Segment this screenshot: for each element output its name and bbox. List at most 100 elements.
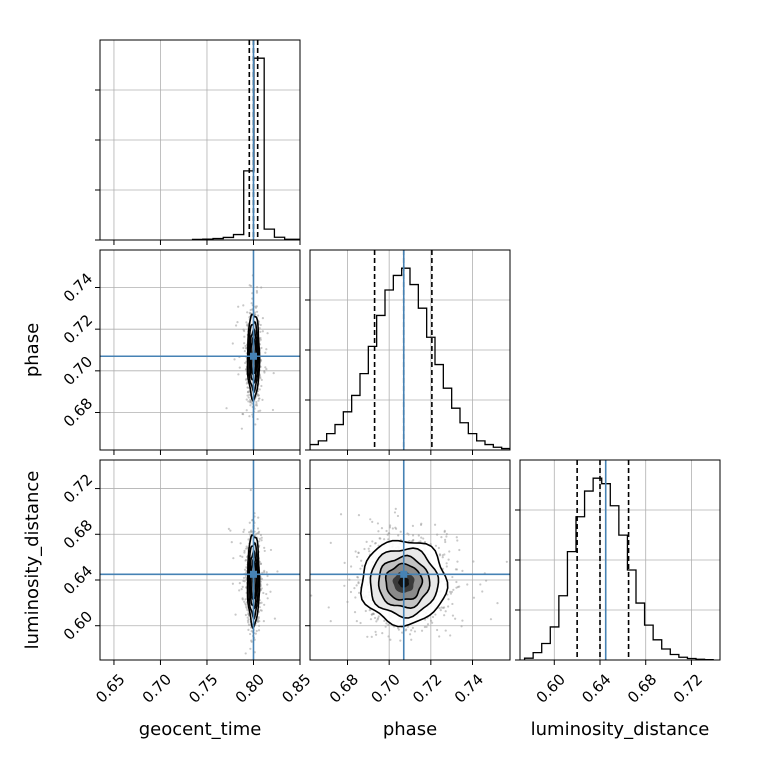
sample-point [254,423,257,426]
sample-point [265,592,268,596]
sample-point [230,541,233,544]
tick-label-y: 0.68 [60,394,96,430]
sample-point [265,571,268,574]
contour-line [384,562,424,601]
sample-point [363,547,366,551]
sample-point [261,398,264,401]
sample-point [381,631,384,635]
sample-point [455,536,458,539]
tick-label-y: 0.70 [60,353,96,389]
sample-point [248,284,251,287]
sample-point [371,520,374,523]
sample-point [449,590,452,593]
sample-point [394,527,398,530]
sample-point [425,625,428,629]
sample-point [242,304,245,307]
sample-point [461,569,464,572]
sample-point [434,544,438,547]
sample-point [444,540,447,544]
sample-point [452,588,455,591]
sample-point [369,544,372,548]
sample-point [410,638,413,641]
sample-point [301,565,303,567]
sample-point [399,530,402,533]
tick-label-x: 0.68 [326,670,362,706]
sample-point [439,609,442,612]
sample-point [413,630,417,633]
sample-point [241,555,244,558]
sample-point [385,622,388,625]
sample-point [246,386,249,389]
sample-point [369,518,372,521]
sample-point [445,532,448,536]
sample-point [377,530,380,533]
tick-label-y: 0.72 [60,470,96,506]
sample-point [258,602,262,605]
sample-point [448,550,451,553]
sample-point [406,625,409,628]
sample-point [356,555,359,558]
sample-point [339,513,343,516]
tick-label-x: 0.65 [92,670,128,706]
sample-point [371,540,374,543]
tick-label-y: 0.72 [60,311,96,347]
sample-point [387,538,390,541]
sample-point [273,617,277,620]
sample-point [244,652,247,655]
sample-point [447,598,450,601]
sample-point [258,606,261,609]
sample-point [242,576,246,579]
sample-point [263,546,266,549]
sample-point [256,393,259,396]
sample-point [411,534,415,537]
sample-point [264,351,267,354]
sample-point [368,609,371,612]
sample-point [245,566,248,569]
sample-point [246,616,249,619]
sample-point [456,560,459,563]
sample-point [261,330,264,333]
sample-point [249,530,252,533]
sample-point [257,532,260,535]
sample-point [394,507,397,511]
tick-label-x: 0.72 [409,670,445,706]
sample-point [460,625,463,628]
sample-point [248,393,251,396]
sample-point [243,528,246,531]
sample-point [246,394,249,397]
sample-point [360,559,363,562]
sample-point [364,609,367,613]
tick-label-y: 0.74 [60,269,96,305]
sample-point [359,621,362,625]
panel-geocent_time-phase-frame [99,249,301,451]
truth-marker [249,352,257,360]
sample-point [440,606,443,609]
contour-line [249,549,258,610]
sample-point [276,570,279,573]
sample-point [238,582,241,585]
sample-point [369,618,373,621]
sample-point [263,603,266,606]
tick-label-x: 0.70 [139,670,175,706]
sample-point [329,620,332,623]
sample-point [244,344,247,348]
sample-point [260,536,263,539]
sample-point [257,397,261,400]
sample-point [443,530,446,533]
sample-point [231,342,234,345]
tick-label-x: 0.70 [367,670,403,706]
tick-label-x: 0.80 [232,670,268,706]
sample-point [445,562,448,565]
histogram-luminosity_distance-frame [519,459,721,661]
sample-point [260,346,263,350]
tick-label-x: 0.64 [578,670,614,706]
sample-point [249,533,252,536]
sample-point [505,560,508,563]
sample-point [348,578,351,581]
sample-point [247,396,250,399]
sample-point [422,537,425,540]
sample-point [261,571,264,575]
sample-point [257,617,260,620]
histogram-geocent_time [191,57,300,240]
sample-point [389,638,392,641]
